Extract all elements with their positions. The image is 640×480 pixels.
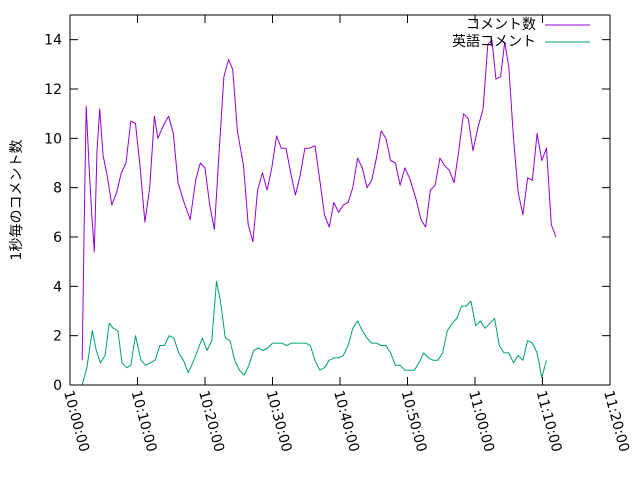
y-tick-label: 14 <box>44 33 62 49</box>
plot-frame <box>69 14 611 386</box>
ticks-layer: 0 2 4 6 8 10 12 14 10:00:00 10:10:00 10:20:00 10:30… <box>44 15 632 454</box>
y-tick-label: 8 <box>53 181 62 197</box>
x-tick-label: 10:50:00 <box>398 389 430 454</box>
series-line-1 <box>81 39 557 361</box>
y-tick-label: 6 <box>53 230 62 246</box>
series-1 <box>81 39 557 361</box>
y-tick-label: 2 <box>53 329 62 345</box>
series-line-2 <box>81 280 547 386</box>
legend: コメント数 英語コメント <box>452 17 590 50</box>
series-2 <box>81 280 547 386</box>
y-axis-label: 1秒毎のコメント数 <box>9 140 25 261</box>
y-tick-label: 0 <box>53 378 62 394</box>
legend-label-series-1: コメント数 <box>466 17 536 33</box>
series-layer <box>81 39 557 386</box>
y-tick-label: 4 <box>53 279 62 295</box>
x-tick-label: 10:00:00 <box>60 389 92 454</box>
y-tick-label: 12 <box>44 82 62 98</box>
x-tick-label: 10:30:00 <box>263 389 295 454</box>
y-axis-label-group: 1秒毎のコメント数 <box>9 140 25 261</box>
x-tick-label: 10:40:00 <box>330 389 362 454</box>
x-tick-label: 11:20:00 <box>600 389 632 454</box>
legend-label-series-2: 英語コメント <box>452 33 536 50</box>
x-tick-label: 11:10:00 <box>533 389 565 454</box>
y-tick-label: 10 <box>44 131 62 147</box>
x-tick-label: 11:00:00 <box>465 389 497 454</box>
x-tick-label: 10:10:00 <box>128 389 160 454</box>
x-tick-label: 10:20:00 <box>195 389 227 454</box>
